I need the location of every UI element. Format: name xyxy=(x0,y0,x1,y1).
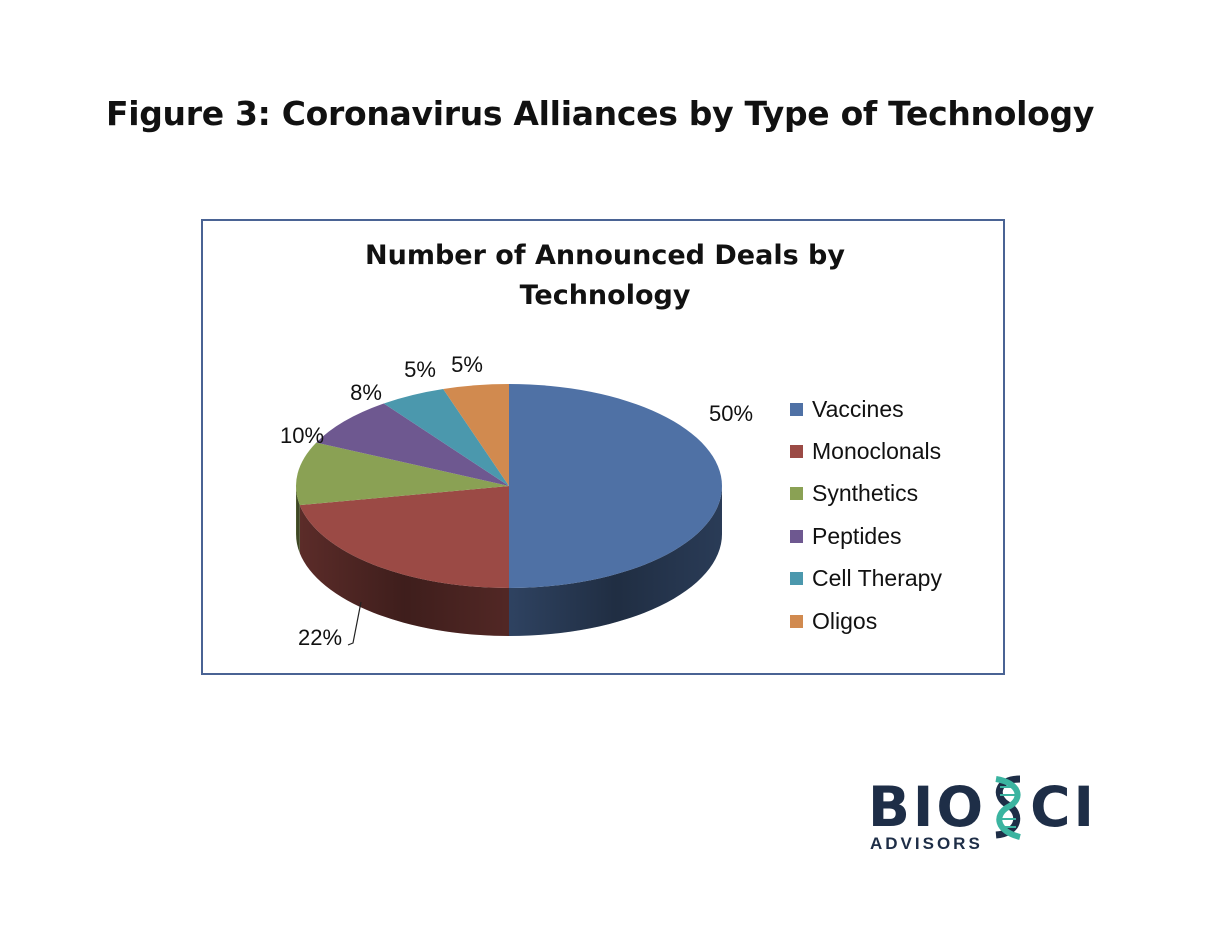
legend-label-synthetics: Synthetics xyxy=(812,480,919,507)
data-label-monoclonals: 22% xyxy=(298,625,342,650)
legend-swatch-cell-therapy xyxy=(790,572,803,586)
data-label-oligos: 5% xyxy=(451,352,483,377)
legend-swatch-vaccines xyxy=(790,402,803,416)
legend-swatch-monoclonals xyxy=(790,445,803,459)
legend-swatch-peptides xyxy=(790,529,803,543)
data-label-vaccines: 50% xyxy=(709,401,753,426)
legend-item-monoclonals: Monoclonals xyxy=(790,430,942,472)
legend-item-cell-therapy: Cell Therapy xyxy=(790,558,942,600)
logo-text-right: CI xyxy=(1030,775,1097,839)
legend-item-vaccines: Vaccines xyxy=(790,388,942,430)
data-label-peptides: 8% xyxy=(350,380,382,405)
figure-title: Figure 3: Coronavirus Alliances by Type … xyxy=(105,94,1095,133)
pie-side-shading xyxy=(509,486,722,636)
data-label-cell-therapy: 5% xyxy=(404,357,436,382)
logo-wordmark: BIO CI xyxy=(868,775,1097,840)
chart-legend: Vaccines Monoclonals Synthetics Peptides… xyxy=(790,388,942,642)
logo-text-left: BIO xyxy=(868,775,987,839)
chart-title: Number of Announced Deals by Technology xyxy=(0,236,1210,316)
data-label-synthetics: 10% xyxy=(280,423,324,448)
pie-side-shading xyxy=(296,486,300,554)
legend-label-vaccines: Vaccines xyxy=(812,395,904,422)
pie-slice-monoclonals xyxy=(299,486,509,588)
pie-slice-cell-therapy xyxy=(383,388,509,486)
logo-subtitle: ADVISORS xyxy=(870,834,983,853)
chart-title-line-1: Number of Announced Deals by xyxy=(365,240,845,271)
legend-item-oligos: Oligos xyxy=(790,600,942,642)
bioscience-advisors-logo: BIO CI ADVISORS xyxy=(868,775,1118,855)
pie-slice-oligos xyxy=(443,384,509,486)
data-label-leader-line xyxy=(347,601,362,646)
pie-slice-peptides xyxy=(316,403,509,486)
chart-frame xyxy=(201,219,1005,675)
legend-swatch-synthetics xyxy=(790,487,803,501)
legend-label-monoclonals: Monoclonals xyxy=(812,438,942,465)
pie-side-shading xyxy=(299,505,509,636)
legend-label-oligos: Oligos xyxy=(812,607,878,634)
pie-slice-synthetics xyxy=(296,442,509,506)
logo-helix-icon xyxy=(986,775,1030,840)
legend-item-synthetics: Synthetics xyxy=(790,473,942,515)
legend-item-peptides: Peptides xyxy=(790,515,942,557)
legend-label-cell-therapy: Cell Therapy xyxy=(812,565,942,592)
legend-swatch-oligos xyxy=(790,614,803,628)
pie-slice-vaccines xyxy=(509,384,722,588)
legend-label-peptides: Peptides xyxy=(812,522,902,549)
chart-title-line-2: Technology xyxy=(519,280,691,311)
